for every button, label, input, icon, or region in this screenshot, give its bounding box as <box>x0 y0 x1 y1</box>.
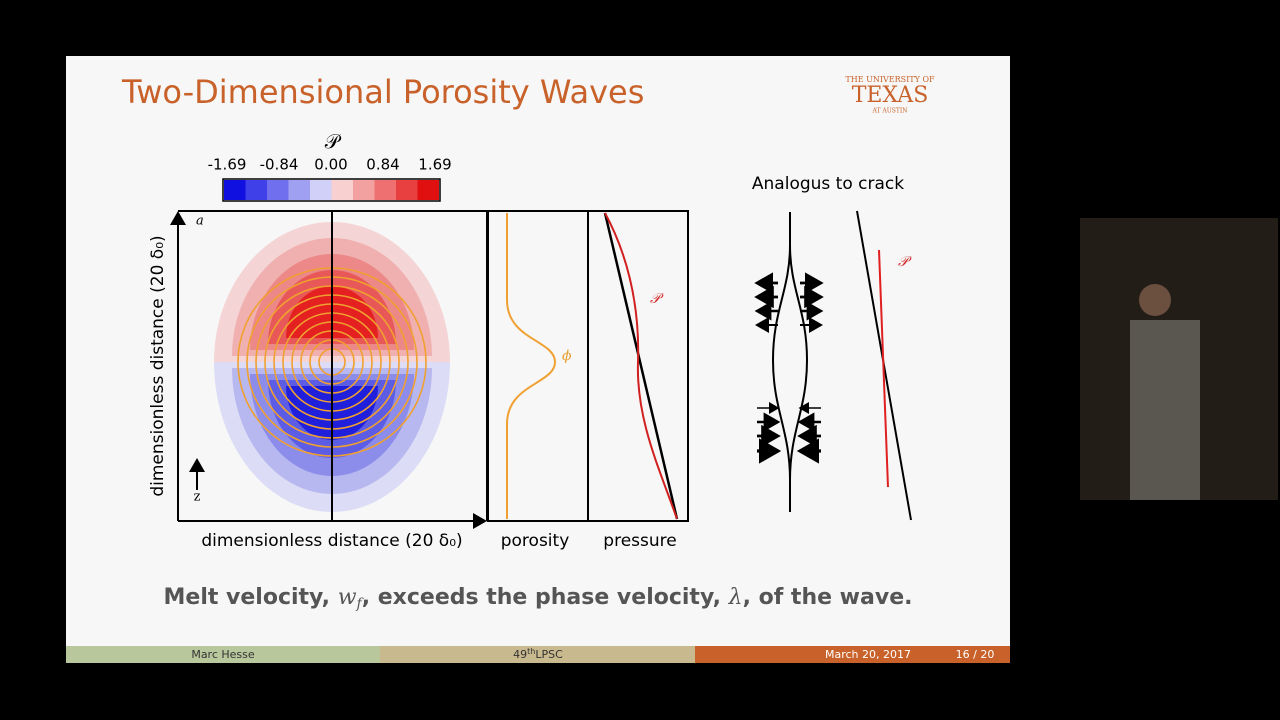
colorbar-tick-label: 0.84 <box>366 156 399 174</box>
footer-right <box>695 646 1010 663</box>
colorbar-frame <box>222 178 441 202</box>
footer-middle <box>380 646 695 663</box>
colorbar-swatch <box>310 180 332 200</box>
y-label: dimensionless distance (20 δ₀) <box>148 235 168 496</box>
contour-plot <box>170 210 488 529</box>
statement-symbol: λ <box>728 585 743 610</box>
footer-left <box>66 646 380 663</box>
pressure-label: pressure <box>603 531 676 551</box>
shape <box>878 249 889 488</box>
crack-title: Analogus to crack <box>752 174 904 194</box>
colorbar-tick-label: 0.00 <box>314 156 347 174</box>
colorbar-tick-label: -0.84 <box>260 156 299 174</box>
speaker <box>1130 320 1200 500</box>
slide-title: Two-Dimensional Porosity Waves <box>121 73 644 111</box>
porosity-curve <box>506 213 557 519</box>
colorbar-label: 𝒫 <box>325 130 342 154</box>
statement-subscript: f <box>356 596 365 612</box>
porosity-label: porosity <box>501 531 570 551</box>
logo: THE UNIVERSITY OF TEXAS AT AUSTIN <box>845 75 935 115</box>
footer-date: March 20, 2017 <box>825 648 911 661</box>
footer-page: 16 / 20 <box>956 648 995 661</box>
colorbar-swatch <box>224 180 246 200</box>
colorbar-swatch <box>396 180 418 200</box>
colorbar-swatch <box>417 180 439 200</box>
statement: Melt velocity, wf, exceeds the phase vel… <box>164 585 913 612</box>
corner-label: a <box>196 214 204 229</box>
statement-part: , exceeds the phase velocity, <box>362 585 729 610</box>
colorbar-tick-label: -1.69 <box>208 156 247 174</box>
colorbar-swatch <box>245 180 267 200</box>
footer-author: Marc Hesse <box>191 648 255 661</box>
pressure-panel <box>587 210 689 522</box>
colorbar-swatch <box>267 180 289 200</box>
lithostatic-line <box>603 212 679 520</box>
footer-number: 49 <box>513 648 527 661</box>
footer-name: LPSC <box>535 648 563 661</box>
shape <box>789 212 809 512</box>
colorbar-swatch <box>353 180 375 200</box>
z-label: z <box>194 490 201 505</box>
colorbar-swatch <box>331 180 353 200</box>
statement-symbol: w <box>338 585 357 610</box>
porosity-symbol: ϕ <box>562 348 572 364</box>
statement-part: , of the wave. <box>743 585 913 610</box>
colorbar: -1.69 -0.84 0.00 0.84 1.69 <box>208 156 452 202</box>
statement-part: Melt velocity, <box>164 585 338 610</box>
x-label: dimensionless distance (20 δ₀) <box>201 531 462 551</box>
pressure-curve <box>604 212 678 520</box>
logo-main: TEXAS <box>852 83 929 108</box>
speaker-head <box>1139 284 1171 316</box>
footer-conference: 49thLPSC <box>513 647 563 662</box>
logo-bottom: AT AUSTIN <box>871 108 907 115</box>
colorbar-tick-label: 1.69 <box>418 156 451 174</box>
colorbar-swatch <box>288 180 310 200</box>
colorbar-swatch <box>374 180 396 200</box>
logo-top: THE UNIVERSITY OF <box>845 75 935 84</box>
crack-diagram <box>754 210 912 521</box>
footer-superscript: th <box>527 647 535 656</box>
slide <box>66 56 1010 663</box>
shape <box>771 244 791 481</box>
